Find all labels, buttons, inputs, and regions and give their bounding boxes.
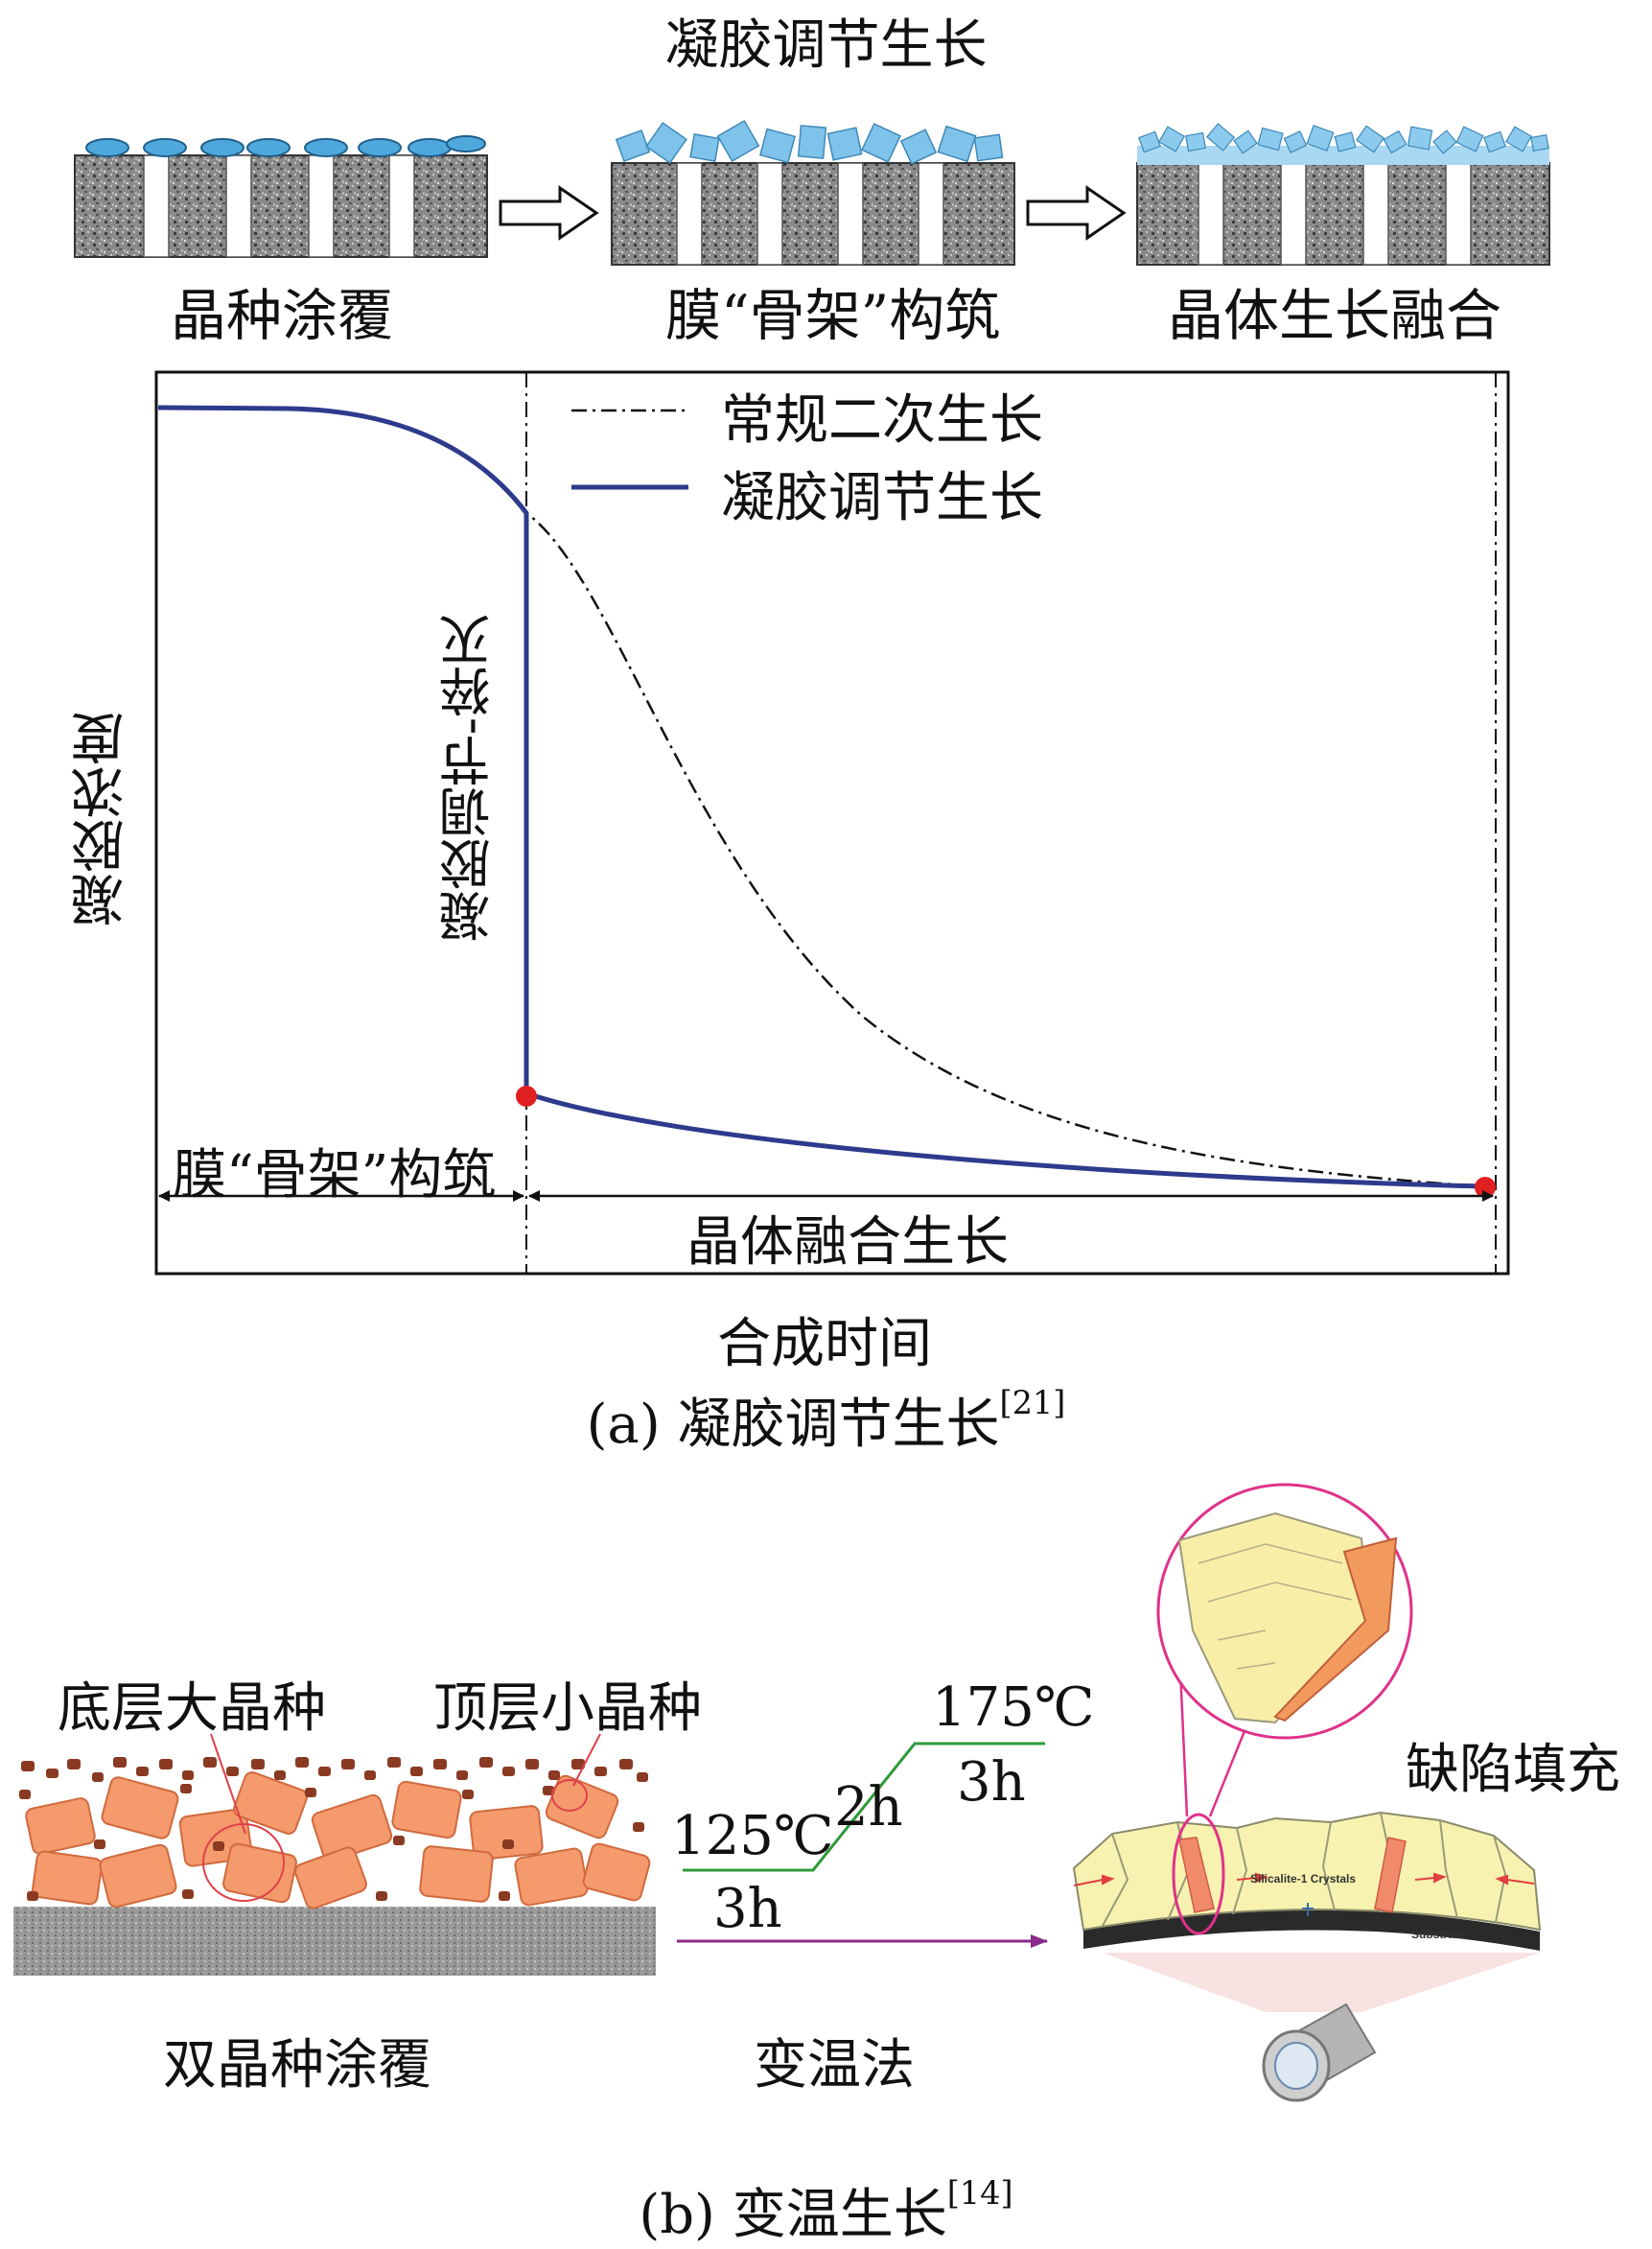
dual-seed-coating-diagram [13, 1733, 656, 1976]
label-method: 变温法 [754, 2034, 915, 2097]
series-line-gel-regulated [157, 405, 1482, 1189]
pointer-line-small-seed [572, 1733, 601, 1787]
growth-arrows-vertical [1302, 1903, 1314, 1916]
projection-cone [1103, 1953, 1540, 2012]
label-dual-seed-coating: 双晶种涂覆 [163, 2034, 431, 2097]
highlight-circle-small-seed [551, 1779, 588, 1812]
label-temp-low: 125℃ [671, 1805, 834, 1867]
quench-point-marker [516, 1086, 537, 1107]
step-label-crystal-fusion: 晶体生长融合 [1168, 283, 1502, 348]
temperature-profile-line [683, 1742, 1045, 1872]
phase-label-fusion: 晶体融合生长 [686, 1211, 1009, 1274]
highlight-circle-large-seed [202, 1823, 285, 1902]
pointer-line-large-seed [210, 1733, 246, 1835]
support-block-skeleton [611, 162, 1015, 266]
skeleton-crystals [615, 119, 1004, 165]
legend-label-conventional: 常规二次生长 [721, 389, 1043, 452]
growth-arrows [1073, 1872, 1535, 1886]
y-axis-label: 凝胶浓度 [71, 712, 133, 926]
hollow-arrow-1 [499, 185, 599, 241]
label-substrate: Substrate [1411, 1928, 1465, 1941]
hollow-arrow-2 [1026, 185, 1127, 241]
substrate-curve [1083, 1909, 1540, 1951]
label-time-high: 3h [957, 1751, 1026, 1814]
top-title: 凝胶调节生长 [664, 14, 988, 77]
label-ramp-time: 2h [834, 1776, 903, 1839]
small-seeds [19, 1757, 648, 1901]
defect-fill-wedge-1 [1178, 1837, 1215, 1913]
chart-a [154, 370, 1510, 1276]
step-label-skeleton: 膜“骨架”构筑 [665, 283, 1001, 348]
end-point-marker [1475, 1177, 1496, 1198]
temperature-profile [677, 1742, 1048, 1948]
caption-b: (b) 变温生长[14] [0, 2171, 1652, 2249]
support-block-seed [74, 154, 488, 258]
caption-a: (a) 凝胶调节生长[21] [0, 1381, 1652, 1459]
support-tube-icon [1262, 2003, 1377, 2102]
zoomed-crystal [1177, 1511, 1398, 1724]
label-bottom-large-seed: 底层大晶种 [58, 1677, 326, 1740]
caption-b-ref: [14] [946, 2173, 1013, 2212]
step-label-seed-coating: 晶种涂覆 [171, 283, 394, 348]
caption-a-text: (a) 凝胶调节生长 [586, 1394, 1000, 1456]
support-block-fusion [1136, 162, 1550, 266]
label-crystal-layer: Silicalite-1 Crystals [1250, 1872, 1357, 1886]
zoom-line-right [1208, 1725, 1248, 1817]
fused-crystal-layer [1137, 123, 1549, 165]
caption-b-text: (b) 变温生长 [639, 2184, 947, 2246]
defect-fill-wedge-2 [1374, 1837, 1407, 1913]
x-axis-label: 合成时间 [717, 1313, 932, 1375]
label-time-low: 3h [713, 1878, 782, 1940]
caption-a-ref: [21] [999, 1383, 1066, 1421]
membrane-cross-section [1072, 1483, 1542, 2102]
label-top-small-seed: 顶层小晶种 [433, 1677, 702, 1740]
chart-frame [154, 370, 1510, 1276]
substrate-layer [13, 1907, 656, 1976]
legend-label-gel-regulated: 凝胶调节生长 [721, 467, 1043, 529]
label-defect-fill: 缺陷填充 [1406, 1739, 1620, 1801]
large-seeds [25, 1771, 651, 1909]
phase-label-skeleton: 膜“骨架”构筑 [173, 1144, 497, 1206]
quench-annotation: 凝胶调节-猝灭 [439, 614, 500, 943]
seed-crystals [85, 135, 486, 157]
label-temp-high: 175℃ [932, 1676, 1095, 1739]
defect-highlight-ellipse [1172, 1813, 1225, 1935]
